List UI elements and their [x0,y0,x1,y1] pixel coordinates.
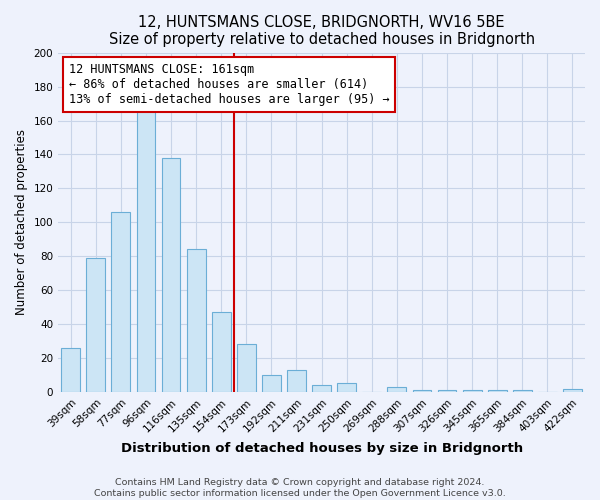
Text: 12 HUNTSMANS CLOSE: 161sqm
← 86% of detached houses are smaller (614)
13% of sem: 12 HUNTSMANS CLOSE: 161sqm ← 86% of deta… [69,63,389,106]
Text: Contains HM Land Registry data © Crown copyright and database right 2024.
Contai: Contains HM Land Registry data © Crown c… [94,478,506,498]
Bar [312,385,331,392]
Bar [413,390,431,392]
Bar [287,370,306,392]
Bar [61,348,80,392]
Bar [513,390,532,392]
X-axis label: Distribution of detached houses by size in Bridgnorth: Distribution of detached houses by size … [121,442,523,455]
Bar [187,250,206,392]
Bar [137,110,155,392]
Bar [563,388,582,392]
Bar [161,158,181,392]
Bar [463,390,482,392]
Bar [488,390,506,392]
Bar [262,375,281,392]
Bar [437,390,457,392]
Bar [112,212,130,392]
Bar [337,384,356,392]
Bar [212,312,230,392]
Bar [237,344,256,392]
Bar [388,387,406,392]
Bar [86,258,105,392]
Title: 12, HUNTSMANS CLOSE, BRIDGNORTH, WV16 5BE
Size of property relative to detached : 12, HUNTSMANS CLOSE, BRIDGNORTH, WV16 5B… [109,15,535,48]
Y-axis label: Number of detached properties: Number of detached properties [15,130,28,316]
